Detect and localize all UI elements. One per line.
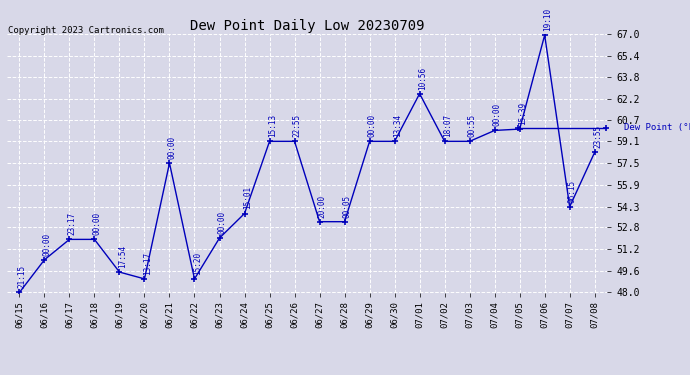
Text: 06:15: 06:15 xyxy=(568,179,577,203)
Text: 13:17: 13:17 xyxy=(143,252,152,275)
Text: 15:39: 15:39 xyxy=(518,102,527,125)
Text: 10:56: 10:56 xyxy=(418,66,427,90)
Text: 23:17: 23:17 xyxy=(68,212,77,235)
Text: 00:55: 00:55 xyxy=(468,114,477,137)
Text: 18:07: 18:07 xyxy=(443,114,452,137)
Text: 19:10: 19:10 xyxy=(543,8,552,31)
Text: 00:00: 00:00 xyxy=(368,114,377,137)
Title: Dew Point Daily Low 20230709: Dew Point Daily Low 20230709 xyxy=(190,19,424,33)
Text: 17:54: 17:54 xyxy=(118,245,127,268)
Text: 13:34: 13:34 xyxy=(393,114,402,137)
Text: 15:01: 15:01 xyxy=(243,186,252,209)
Text: 21:15: 21:15 xyxy=(18,265,27,288)
Text: 00:00: 00:00 xyxy=(218,211,227,234)
Text: 20:00: 20:00 xyxy=(318,194,327,217)
Text: 22:55: 22:55 xyxy=(293,114,302,137)
Text: 00:00: 00:00 xyxy=(92,212,101,235)
Text: Dew Point (°F): Dew Point (°F) xyxy=(624,123,690,132)
Text: 00:00: 00:00 xyxy=(168,136,177,159)
Text: 15:20: 15:20 xyxy=(193,252,201,275)
Text: 00:05: 00:05 xyxy=(343,194,352,217)
Text: 23:55: 23:55 xyxy=(593,125,602,148)
Text: 15:13: 15:13 xyxy=(268,114,277,137)
Text: Copyright 2023 Cartronics.com: Copyright 2023 Cartronics.com xyxy=(8,26,164,35)
Text: 00:00: 00:00 xyxy=(43,232,52,256)
Text: 00:00: 00:00 xyxy=(493,103,502,126)
